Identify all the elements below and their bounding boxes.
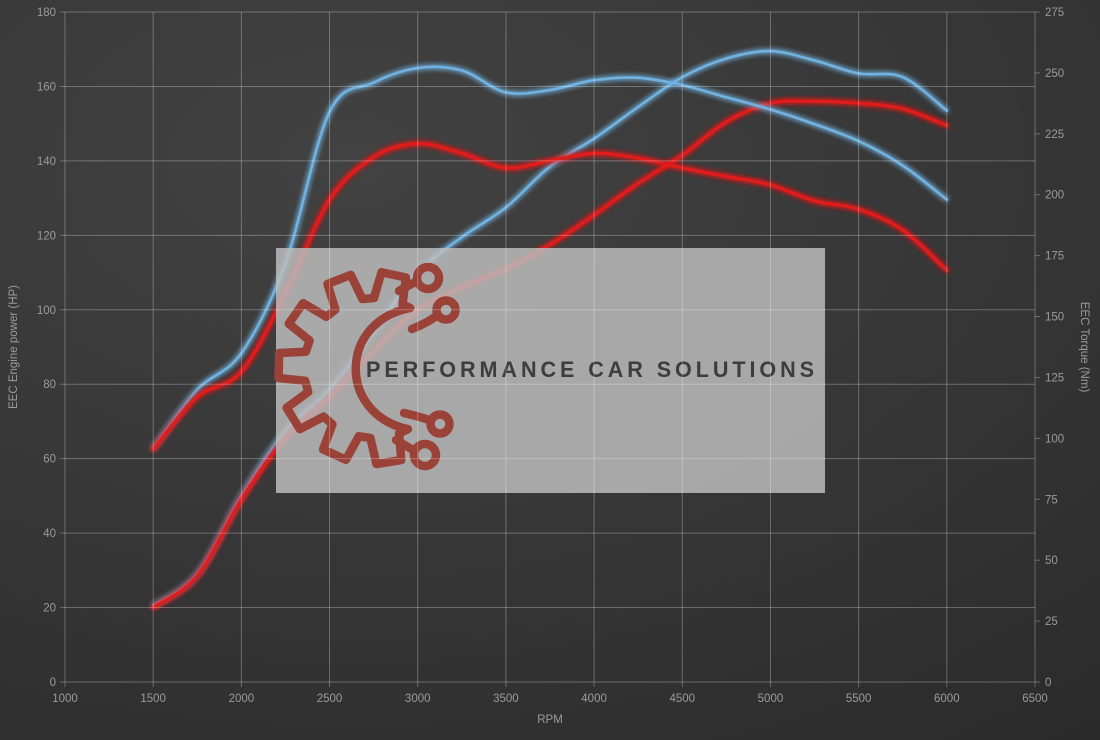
gear-outline (274, 268, 415, 469)
y-tick-label-left: 140 (37, 156, 56, 168)
y-tick-label-left: 120 (37, 230, 56, 242)
y-axis-title-right: EEC Torque (Nm) (1078, 302, 1090, 393)
y-tick-label-right: 175 (1045, 251, 1064, 263)
x-tick-label: 4500 (669, 693, 695, 705)
y-tick-label-left: 80 (43, 379, 56, 391)
y-tick-label-right: 150 (1045, 312, 1064, 324)
grid-layer (64, 11, 1036, 683)
y-tick-label-right: 75 (1045, 494, 1058, 506)
x-tick-label: 5000 (758, 693, 784, 705)
y-tick-label-left: 0 (50, 677, 56, 689)
y-tick-label-left: 100 (37, 305, 56, 317)
y-tick-label-right: 125 (1045, 372, 1064, 384)
y-tick-label-left: 60 (43, 454, 56, 466)
y-tick-label-right: 250 (1045, 68, 1064, 80)
circuit-node (412, 262, 444, 294)
y-tick-label-left: 40 (43, 528, 56, 540)
y-tick-label-right: 200 (1045, 190, 1064, 202)
y-tick-label-left: 20 (43, 603, 56, 615)
x-tick-label: 4000 (581, 693, 607, 705)
watermark-text: PERFORMANCE CAR SOLUTIONS (366, 357, 818, 382)
x-tick-label: 6500 (1022, 693, 1048, 705)
y-tick-label-right: 50 (1045, 555, 1058, 567)
y-tick-label-left: 160 (37, 81, 56, 93)
x-tick-label: 2000 (229, 693, 255, 705)
y-tick-label-right: 25 (1045, 616, 1058, 628)
y-axis-title-left: EEC Engine power (HP) (8, 285, 20, 409)
y-tick-label-right: 0 (1045, 677, 1051, 689)
ticks-layer: 1000 1500 2000 2500 3000 3500 4000 4500 5000 5500… (37, 7, 1064, 705)
x-tick-label: 6000 (934, 693, 960, 705)
gear-circuit-icon (274, 262, 460, 471)
x-tick-label: 5500 (846, 693, 872, 705)
x-axis-title: RPM (537, 714, 563, 726)
circuit-node (426, 410, 454, 438)
x-tick-label: 3000 (405, 693, 431, 705)
circuit-node (409, 439, 441, 471)
y-tick-label-right: 100 (1045, 433, 1064, 445)
y-tick-label-right: 225 (1045, 129, 1064, 141)
x-tick-label: 1500 (140, 693, 166, 705)
x-tick-label: 3500 (493, 693, 519, 705)
watermark: PERFORMANCE CAR SOLUTIONS (274, 248, 825, 493)
circuit-node (432, 296, 460, 324)
x-tick-label: 1000 (52, 693, 78, 705)
circuit-trace (391, 435, 418, 455)
x-tick-label: 2500 (317, 693, 343, 705)
watermark-box (276, 248, 825, 493)
y-tick-label-left: 180 (37, 7, 56, 19)
circuit-trace (394, 277, 420, 296)
y-tick-label-right: 275 (1045, 7, 1064, 19)
